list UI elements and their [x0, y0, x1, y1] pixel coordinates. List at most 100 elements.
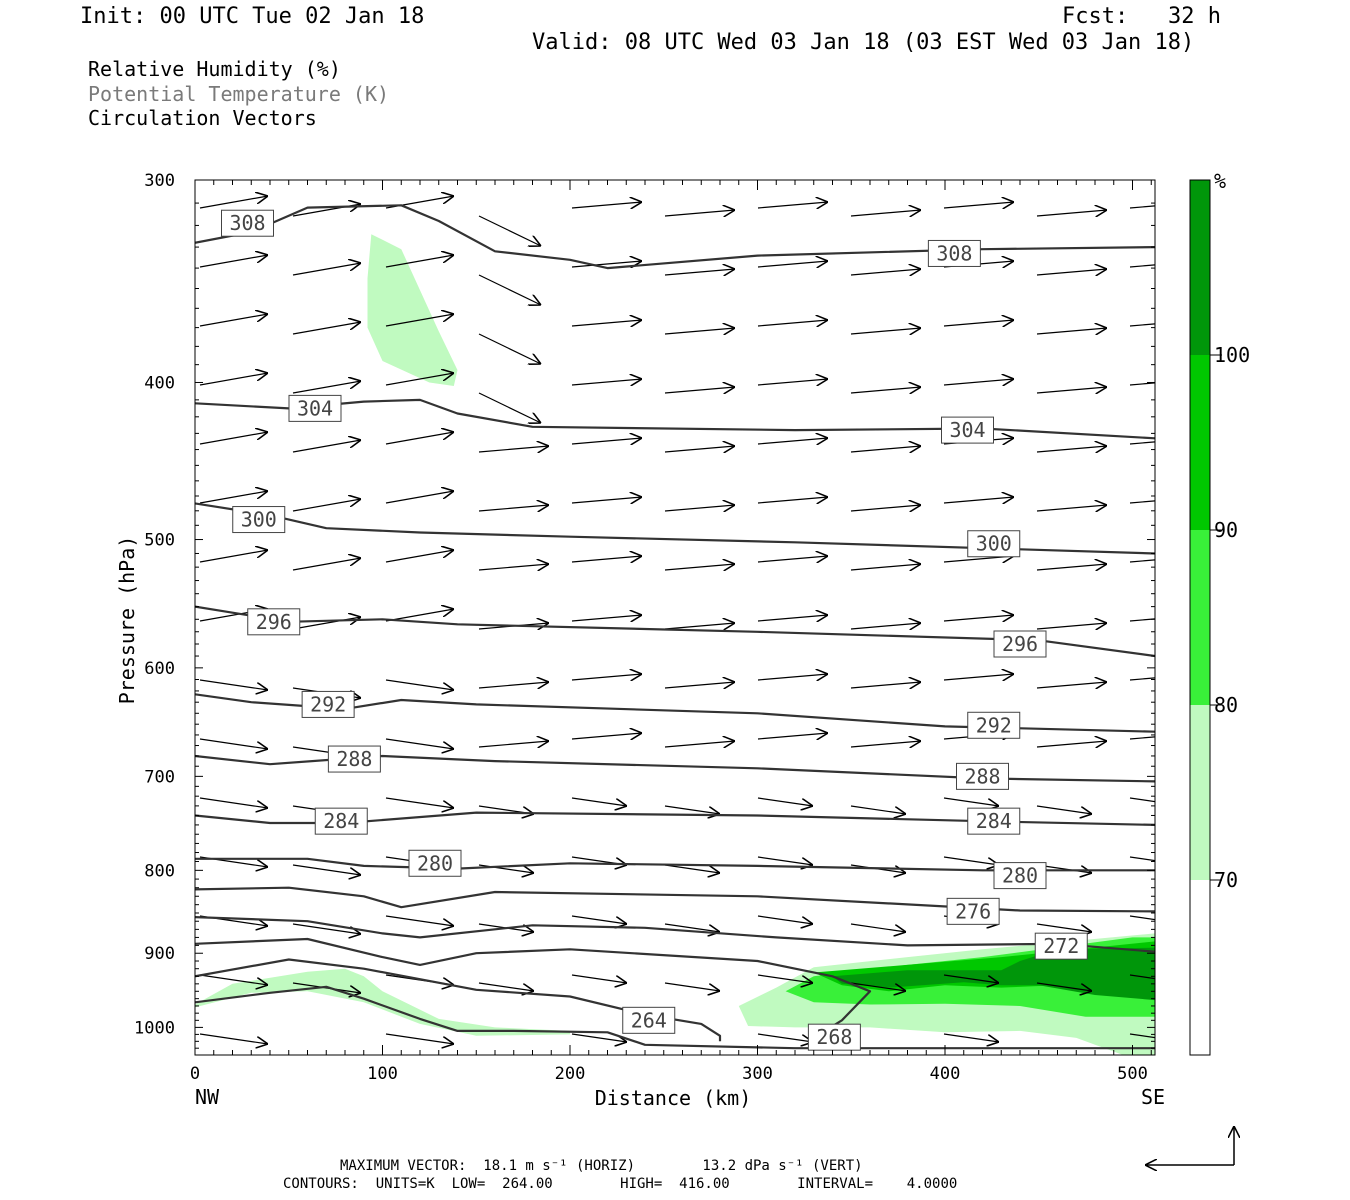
theta-label-284: 284 — [314, 807, 368, 835]
theta-label-276: 276 — [946, 897, 1000, 925]
colorbar-label: 80 — [1214, 693, 1238, 717]
theta-label-280: 280 — [408, 849, 462, 877]
vector-arrow — [664, 328, 735, 334]
vector-arrow — [664, 805, 720, 814]
theta-label-box — [993, 630, 1047, 658]
vector-arrow — [385, 609, 454, 622]
y-tick-label: 700 — [144, 767, 175, 787]
vector-arrow — [385, 1033, 454, 1044]
vector-arrow — [757, 202, 828, 208]
vector-arrow — [571, 202, 642, 208]
vector-arrow — [199, 974, 268, 985]
vector-arrow — [757, 615, 828, 621]
x-end-label-se: SE — [1141, 1085, 1165, 1109]
x-axis-title: Distance (km) — [595, 1086, 752, 1110]
theta-label-text: 276 — [955, 899, 991, 923]
x-tick-label: 300 — [742, 1064, 773, 1084]
theta-label-text: 296 — [256, 610, 292, 634]
theta-label-288: 288 — [327, 745, 381, 773]
vector-arrow — [199, 373, 268, 386]
vector-arrow — [292, 558, 361, 571]
x-tick-label: 400 — [930, 1064, 961, 1084]
vector-arrow — [292, 381, 361, 394]
theta-label-box — [232, 506, 286, 534]
vector-arrow — [571, 915, 627, 924]
vector-arrow — [292, 263, 361, 276]
vector-arrow — [478, 446, 549, 452]
vector-arrow — [385, 255, 454, 268]
vector-arrow — [757, 674, 828, 680]
y-tick-label: 300 — [144, 171, 175, 191]
vector-arrow — [943, 1033, 999, 1042]
vector-arrow — [850, 387, 921, 393]
vector-arrow — [571, 733, 642, 739]
vector-arrow — [850, 210, 921, 216]
vector-arrow — [850, 982, 906, 991]
vector-arrow — [943, 974, 999, 983]
vector-arrow — [757, 1033, 813, 1042]
vector-arrow — [571, 974, 627, 983]
vector-arrow — [385, 679, 454, 690]
theta-label-box — [288, 394, 342, 422]
theta-label-272: 272 — [1034, 932, 1088, 960]
vector-arrow — [1129, 618, 1155, 622]
theta-label-264: 264 — [622, 1006, 676, 1034]
vector-arrow — [1129, 264, 1155, 268]
theta-label-box — [408, 849, 462, 877]
vector-arrow — [943, 674, 1014, 680]
vector-arrow — [757, 974, 813, 983]
y-tick-label: 500 — [144, 531, 175, 551]
vector-arrow — [1129, 382, 1155, 386]
vector-arrow — [478, 682, 549, 688]
vector-arrow — [1036, 328, 1107, 334]
colorbar-segment — [1190, 880, 1210, 1055]
theta-label-text: 304 — [949, 418, 985, 442]
vector-arrow — [199, 550, 268, 563]
vector-arrow — [1036, 623, 1107, 629]
vector-arrow — [664, 564, 735, 570]
vector-arrow — [571, 674, 642, 680]
vector-arrow — [571, 379, 642, 385]
theta-label-text: 288 — [336, 747, 372, 771]
theta-label-text: 284 — [323, 809, 359, 833]
vector-arrow — [385, 915, 454, 926]
vector-arrow — [943, 797, 999, 806]
vector-arrow — [1129, 441, 1155, 445]
x-end-label-nw: NW — [195, 1085, 220, 1109]
theta-label-text: 288 — [964, 764, 1000, 788]
vector-arrow — [1036, 682, 1107, 688]
vector-arrow — [1129, 797, 1155, 803]
vector-arrow — [478, 274, 541, 305]
vector-arrow — [385, 314, 454, 327]
vector-arrow — [571, 320, 642, 326]
vector-arrow — [385, 491, 454, 504]
vector-arrow — [664, 505, 735, 511]
forecast-hour: Fcst: 32 h — [1062, 4, 1221, 29]
theta-label-box — [1034, 932, 1088, 960]
theta-label-text: 264 — [631, 1008, 667, 1032]
theta-label-text: 296 — [1002, 632, 1038, 656]
vector-arrow — [943, 615, 1014, 621]
vector-arrow — [1129, 1033, 1155, 1039]
vector-arrow — [757, 556, 828, 562]
colorbar-label: 100 — [1214, 343, 1250, 367]
colorbar-segment — [1190, 180, 1210, 355]
vector-arrow — [1036, 564, 1107, 570]
vector-arrow — [292, 499, 361, 512]
vector-arrow — [850, 446, 921, 452]
vector-arrow — [1036, 210, 1107, 216]
vector-arrow — [199, 797, 268, 808]
theta-label-box — [247, 608, 301, 636]
vector-arrow — [385, 373, 454, 386]
init-time: Init: 00 UTC Tue 02 Jan 18 — [80, 4, 425, 29]
vector-arrow — [943, 856, 999, 865]
vector-arrow — [478, 505, 549, 511]
theta-label-text: 272 — [1043, 934, 1079, 958]
colorbar-frame — [1189, 179, 1211, 1056]
vector-arrow — [571, 438, 642, 444]
y-tick-label: 800 — [144, 861, 175, 881]
theta-label-text: 304 — [297, 396, 333, 420]
theta-contour-268 — [195, 937, 872, 1039]
vector-arrow — [1129, 856, 1155, 862]
vector-arrow — [1036, 805, 1092, 814]
